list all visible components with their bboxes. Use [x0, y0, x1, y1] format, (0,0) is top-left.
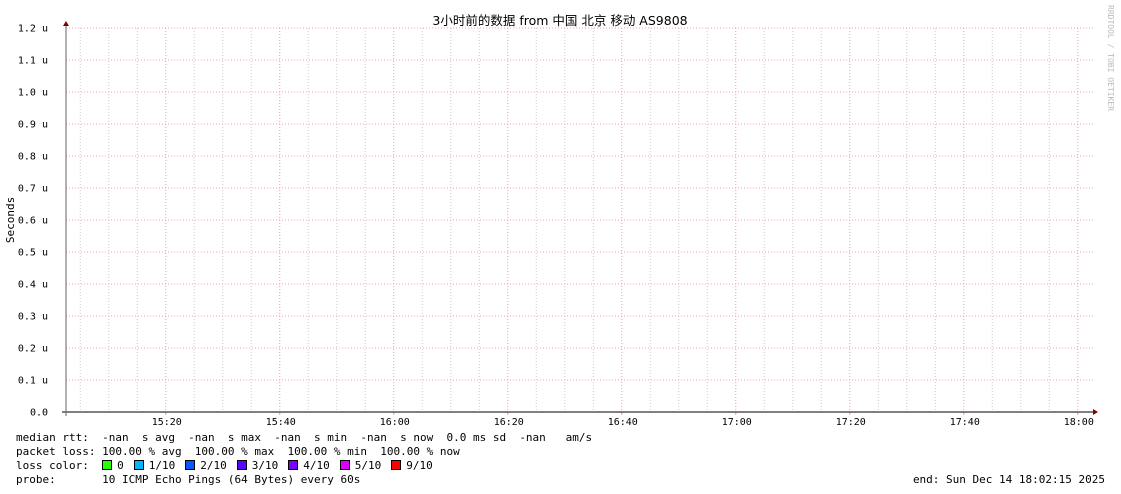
- y-tick-label: 1.0 u: [18, 88, 48, 99]
- y-axis-arrow-icon: [63, 21, 69, 26]
- loss-color-label-text: 4/10: [303, 459, 330, 472]
- loss-color-label-text: 0: [117, 459, 124, 472]
- loss-color-swatch: [288, 460, 299, 470]
- y-tick-label: 0.4 u: [18, 280, 48, 291]
- loss-color-swatch: [339, 460, 350, 470]
- y-tick-label: 0.1 u: [18, 376, 48, 387]
- loss-color-label-text: 3/10: [251, 459, 279, 472]
- probe-legend: probe: 10 ICMP Echo Pings (64 Bytes) eve…: [16, 473, 361, 486]
- loss-color-swatch: [391, 460, 402, 470]
- loss-color-label: loss color:: [16, 459, 103, 472]
- y-tick-label: 0.3 u: [18, 312, 48, 323]
- y-tick-label: 0.5 u: [18, 248, 48, 259]
- loss-color-swatch: [236, 460, 247, 470]
- loss-color-swatch: [133, 460, 144, 470]
- median-rtt-legend: median rtt: -nan s avg -nan s max -nan s…: [16, 431, 593, 444]
- smokeping-chart: 3小时前的数据 from 中国 北京 移动 AS9808 Seconds RRD…: [4, 5, 1115, 428]
- loss-color-label-text: 2/10: [200, 459, 227, 472]
- y-tick-label: 0.9 u: [18, 120, 48, 131]
- y-tick-label: 1.1 u: [18, 56, 48, 67]
- loss-color-item: 2/10: [185, 459, 227, 472]
- y-tick-label: 0.7 u: [18, 184, 48, 195]
- end-time: end: Sun Dec 14 18:02:15 2025: [912, 473, 1105, 486]
- x-tick-label: 15:20: [152, 417, 182, 428]
- x-tick-label: 16:20: [494, 417, 524, 428]
- y-tick-label: 0.8 u: [18, 152, 48, 163]
- loss-color-swatch: [185, 460, 196, 470]
- y-tick-label: 0.6 u: [18, 216, 48, 227]
- loss-color-label-text: 1/10: [148, 459, 176, 472]
- rrdtool-watermark: RRDTOOL / TOBI OETIKER: [1106, 5, 1115, 111]
- packet-loss-legend: packet loss: 100.00 % avg 100.00 % max 1…: [16, 445, 460, 458]
- y-axis-label: Seconds: [4, 197, 17, 243]
- chart-title: 3小时前的数据 from 中国 北京 移动 AS9808: [432, 13, 687, 28]
- loss-color-item: 1/10: [133, 459, 176, 472]
- x-tick-label: 17:20: [836, 417, 866, 428]
- loss-color-label-text: 9/10: [406, 459, 433, 472]
- y-tick-label: 0.0: [30, 408, 48, 419]
- x-tick-label: 16:40: [608, 417, 638, 428]
- loss-color-swatch: [102, 460, 113, 470]
- x-tick-label: 16:00: [380, 417, 410, 428]
- loss-color-item: 4/10: [288, 459, 330, 472]
- x-tick-label: 18:00: [1064, 417, 1094, 428]
- y-tick-label: 1.2 u: [18, 24, 48, 35]
- loss-color-item: 0: [102, 459, 124, 472]
- loss-color-item: 5/10: [339, 459, 382, 472]
- x-tick-label: 17:00: [722, 417, 752, 428]
- x-axis-arrow-icon: [1093, 409, 1098, 415]
- x-tick-label: 17:40: [950, 417, 980, 428]
- loss-color-label-text: 5/10: [354, 459, 382, 472]
- y-tick-label: 0.2 u: [18, 344, 48, 355]
- x-tick-label: 15:40: [266, 417, 296, 428]
- loss-color-item: 3/10: [236, 459, 279, 472]
- loss-color-legend: loss color: 0 1/10 2/10 3/10 4/10 5/10 9/10: [16, 459, 443, 473]
- loss-color-item: 9/10: [391, 459, 433, 472]
